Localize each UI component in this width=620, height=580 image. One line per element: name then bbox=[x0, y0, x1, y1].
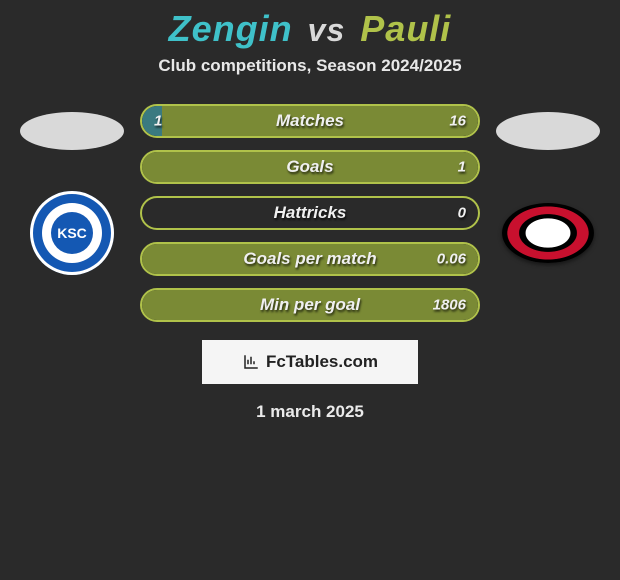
stat-bar: Hattricks 0 bbox=[140, 196, 480, 230]
stat-value-p2: 0.06 bbox=[437, 251, 466, 268]
stat-bar: Min per goal 1806 bbox=[140, 288, 480, 322]
branding-text: FcTables.com bbox=[266, 352, 378, 372]
chart-icon bbox=[242, 353, 260, 371]
branding-box: FcTables.com bbox=[202, 340, 418, 384]
comparison-title: Zengin vs Pauli bbox=[169, 8, 452, 50]
vs-separator: vs bbox=[308, 12, 346, 48]
stat-value-p2: 0 bbox=[458, 205, 466, 222]
date-label: 1 march 2025 bbox=[256, 402, 364, 422]
stat-value-p1: 1 bbox=[154, 113, 162, 130]
right-player-column bbox=[492, 104, 604, 276]
left-player-column: KSC bbox=[16, 104, 128, 276]
stat-label: Hattricks bbox=[274, 203, 347, 223]
subtitle: Club competitions, Season 2024/2025 bbox=[158, 56, 461, 76]
stat-bar: Goals 1 bbox=[140, 150, 480, 184]
ksc-logo-text: KSC bbox=[51, 212, 93, 254]
stat-label: Goals bbox=[286, 157, 333, 177]
stat-value-p2: 1806 bbox=[433, 297, 466, 314]
player1-avatar bbox=[20, 112, 124, 150]
stat-bars-container: 1 Matches 16 Goals 1 Hattricks 0 Goals per matc… bbox=[140, 104, 480, 322]
stat-bar: Goals per match 0.06 bbox=[140, 242, 480, 276]
player1-club-logo: KSC bbox=[22, 190, 122, 276]
player1-name: Zengin bbox=[169, 8, 293, 49]
main-content-row: KSC 1 Matches 16 Goals 1 Hattricks 0 Goals per … bbox=[0, 104, 620, 322]
stat-label: Matches bbox=[276, 111, 344, 131]
player2-name: Pauli bbox=[360, 8, 451, 49]
stat-bar: 1 Matches 16 bbox=[140, 104, 480, 138]
player2-avatar bbox=[496, 112, 600, 150]
stat-label: Min per goal bbox=[260, 295, 360, 315]
stat-label: Goals per match bbox=[243, 249, 376, 269]
player2-club-logo bbox=[498, 190, 598, 276]
stat-value-p2: 16 bbox=[449, 113, 466, 130]
stat-value-p2: 1 bbox=[458, 159, 466, 176]
